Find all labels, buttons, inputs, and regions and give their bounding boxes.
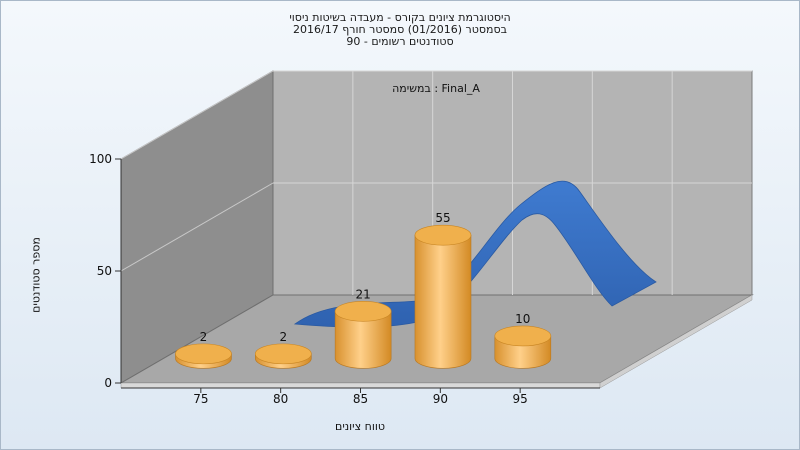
bar-top xyxy=(175,343,232,365)
y-tick-label: 0 xyxy=(104,376,112,390)
bar-value-label: 10 xyxy=(515,312,530,326)
bar-top xyxy=(255,343,312,365)
x-tick-label: 90 xyxy=(433,392,448,406)
bar-value-label: 55 xyxy=(435,211,450,225)
bar: 2 xyxy=(175,330,232,369)
x-tick-label: 80 xyxy=(273,392,288,406)
x-tick-label: 75 xyxy=(193,392,208,406)
bar: 2 xyxy=(255,330,312,369)
y-tick-label: 100 xyxy=(89,152,112,166)
x-tick-label: 85 xyxy=(353,392,368,406)
chart-title-line-2: בסמסטר (01/2016) סמסטר חורף 2016/17 xyxy=(293,23,507,36)
chart-title: היסטוגרמת ציונים בקורס - מעבדה בשיטות ני… xyxy=(0,12,800,48)
chart-annotation: במשימה : Final_A xyxy=(392,82,480,95)
bar-value-label: 21 xyxy=(356,287,371,301)
bar-series: 2 2 21 55 10 xyxy=(175,211,552,369)
bar-top xyxy=(334,301,392,322)
y-axis: 0 50 100 xyxy=(89,152,122,390)
bar-body xyxy=(334,311,392,369)
chart-title-line-1: היסטוגרמת ציונים בקורס - מעבדה בשיטות ני… xyxy=(289,11,511,24)
bar-body xyxy=(414,234,472,369)
bar-top xyxy=(414,224,472,246)
y-axis-label: מספר סטודנטים xyxy=(29,237,43,313)
y-tick-label: 50 xyxy=(97,264,112,278)
floor-edge-front xyxy=(120,382,601,389)
grid-line-side xyxy=(120,182,274,272)
bar: 21 xyxy=(334,287,392,369)
x-axis-label: טווח ציונים xyxy=(335,420,385,433)
bar-value-label: 2 xyxy=(279,330,287,344)
bar-value-label: 2 xyxy=(200,330,208,344)
bar-top xyxy=(494,325,552,347)
bar: 55 xyxy=(414,211,472,369)
floor-edge-side xyxy=(599,294,753,389)
grid-line-side xyxy=(120,70,274,160)
bar: 10 xyxy=(494,312,552,369)
x-tick-label: 95 xyxy=(513,392,528,406)
x-axis: 75 80 85 90 95 xyxy=(121,387,600,406)
chart-title-line-3: סטודנטים רשומים - 90 xyxy=(346,35,454,48)
